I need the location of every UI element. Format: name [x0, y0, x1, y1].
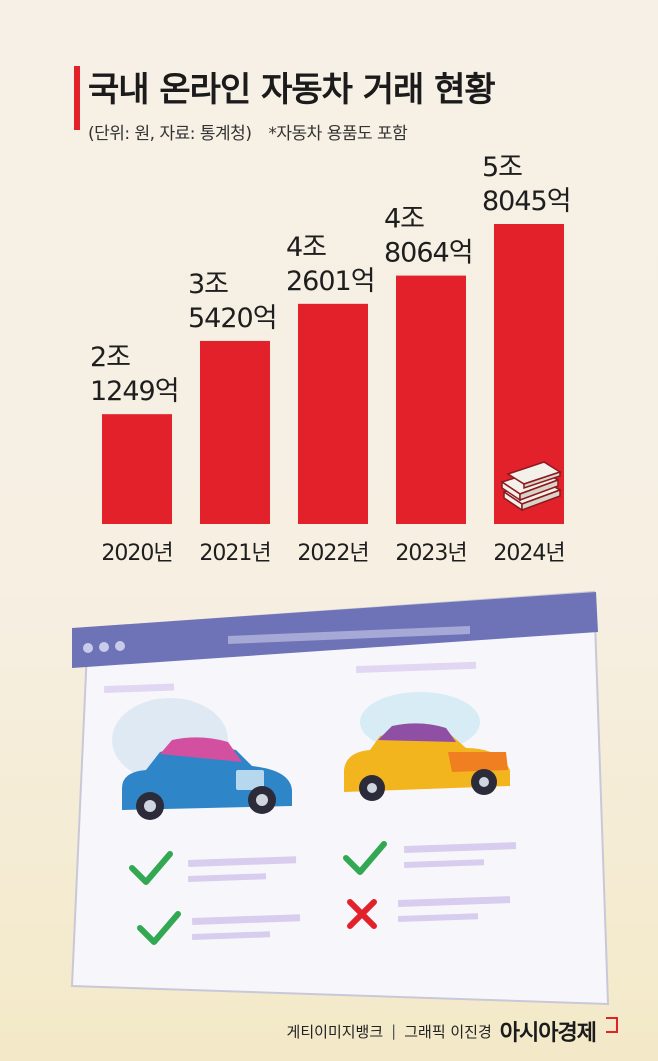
bar-value-label-1-1: 5420억 [188, 303, 277, 334]
check-icon [129, 841, 387, 945]
category-label-0: 2020년 [101, 541, 172, 566]
checklist-lines [187, 842, 517, 940]
source-note: (단위: 원, 자료: 통계청) [88, 124, 252, 144]
bar-value-label-2-0: 4조 [286, 232, 326, 263]
bar-value-label-3-0: 4조 [384, 204, 424, 235]
bar-value-label-0-0: 2조 [90, 342, 130, 373]
bar-0 [102, 414, 172, 524]
chart-title: 국내 온라인 자동차 거래 현황 [88, 70, 496, 110]
logo-mark-icon [606, 1017, 618, 1033]
bar-value-label-1-0: 3조 [188, 269, 228, 300]
category-label-3: 2023년 [395, 541, 466, 566]
money-stack-icon [500, 461, 562, 512]
category-label-2: 2022년 [297, 541, 368, 566]
title-accent-bar [74, 66, 80, 130]
bar-value-label-3-1: 8064억 [384, 238, 473, 269]
graphic-credit: 그래픽 이진경 [404, 1022, 492, 1041]
category-label-1: 2021년 [199, 541, 270, 566]
image-credit: 게티이미지뱅크 [286, 1022, 384, 1041]
bar-value-label-4-0: 5조 [482, 152, 522, 183]
bar-value-label-4-1: 8045억 [482, 186, 571, 217]
blue-car-icon [112, 698, 292, 820]
bar-2 [298, 303, 368, 524]
header: 국내 온라인 자동차 거래 현황 (단위: 원, 자료: 통계청) *자동차 용… [74, 62, 496, 144]
bar-value-label-0-1: 1249억 [90, 376, 179, 407]
footer: 게티이미지뱅크 | 그래픽 이진경 아시아경제 [287, 1015, 618, 1047]
footnote: *자동차 용품도 포함 [268, 124, 408, 144]
bar-1 [200, 340, 270, 524]
footer-separator: | [391, 1022, 397, 1040]
category-label-4: 2024년 [493, 541, 564, 566]
bar-value-label-2-1: 2601억 [286, 266, 375, 297]
cross-icon [347, 899, 377, 929]
publisher-logo: 아시아경제 [499, 1021, 597, 1046]
bar-3 [396, 275, 466, 524]
chart-subtitle: (단위: 원, 자료: 통계청) *자동차 용품도 포함 [88, 119, 495, 144]
yellow-car-icon [344, 692, 510, 801]
